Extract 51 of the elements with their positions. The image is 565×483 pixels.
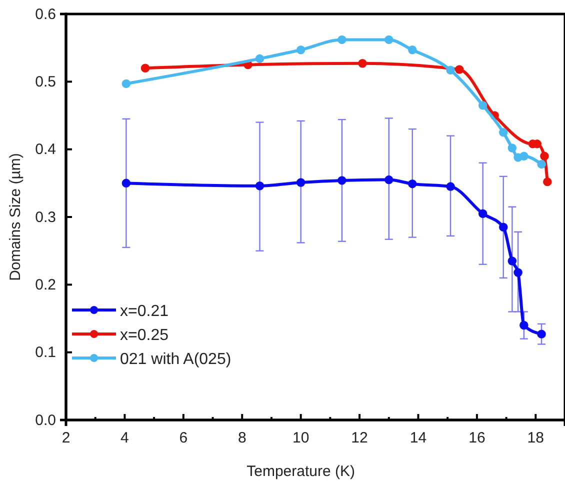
x-tick-label: 12 — [351, 430, 368, 447]
y-tick-label: 0.4 — [35, 141, 56, 158]
point — [446, 182, 455, 191]
legend-label: x=0.21 — [120, 303, 169, 320]
point — [296, 178, 306, 187]
y-tick-label: 0.2 — [35, 276, 56, 294]
y-tick-label: 0.6 — [35, 6, 56, 23]
point — [408, 46, 417, 54]
point — [384, 175, 394, 184]
y-tick-label: 0.0 — [35, 412, 56, 429]
point — [498, 222, 508, 232]
x-tick-label: 4 — [120, 430, 129, 447]
point — [140, 64, 150, 72]
x-tick-label: 8 — [238, 430, 246, 447]
point — [122, 178, 131, 188]
point — [384, 35, 394, 44]
legend-label: x=0.25 — [120, 327, 169, 344]
y-tick-label: 0.1 — [35, 344, 56, 362]
point — [498, 128, 508, 137]
y-axis-title: Domains Size (µm) — [7, 153, 24, 281]
point — [520, 320, 528, 330]
x-axis-title: Temperature (K) — [246, 463, 356, 480]
point — [408, 179, 417, 188]
x-tick-label: 18 — [527, 430, 544, 447]
point — [478, 209, 488, 218]
point — [255, 182, 264, 190]
point — [454, 65, 464, 74]
x-tick-label: 14 — [410, 430, 427, 447]
point — [122, 79, 131, 88]
point — [543, 177, 552, 186]
x-tick-label: 2 — [62, 430, 70, 447]
point — [358, 59, 367, 68]
point — [520, 152, 528, 160]
point — [296, 46, 306, 54]
point — [537, 330, 546, 338]
y-tick-label: 0.5 — [35, 73, 56, 90]
point — [537, 160, 546, 169]
point — [540, 152, 549, 160]
point — [508, 144, 517, 152]
point — [514, 268, 522, 277]
point — [338, 176, 346, 185]
point — [338, 35, 346, 44]
point — [255, 54, 264, 64]
legend-label: 021 with A(025) — [120, 351, 232, 368]
point — [508, 256, 517, 266]
x-tick-label: 16 — [468, 430, 486, 447]
x-tick-label: 10 — [292, 430, 310, 447]
x-tick-label: 6 — [179, 430, 188, 447]
y-tick-label: 0.3 — [35, 208, 56, 226]
point — [478, 100, 488, 110]
point — [446, 66, 455, 75]
